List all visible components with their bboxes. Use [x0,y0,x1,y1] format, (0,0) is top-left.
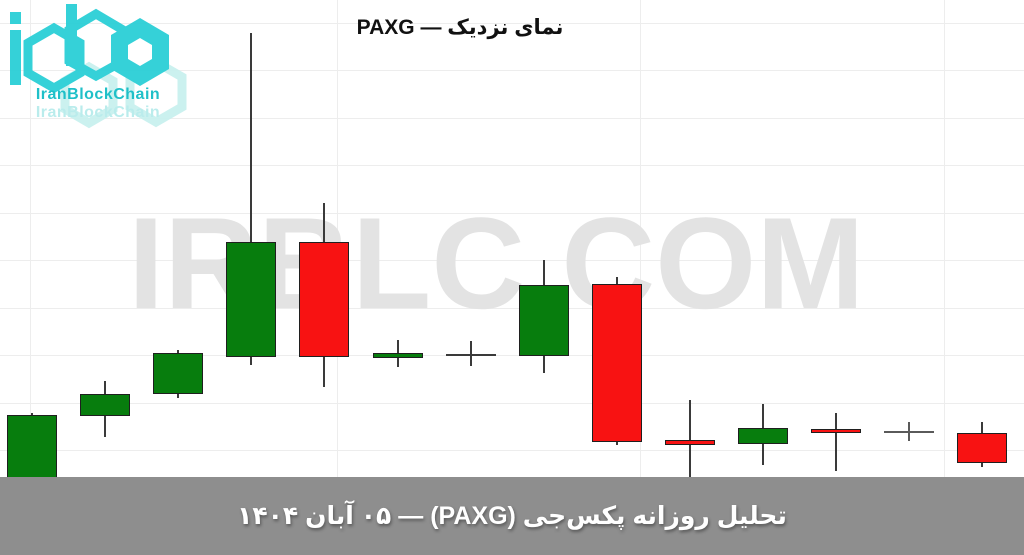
candle-doji [884,431,934,433]
candle-wick [470,341,472,366]
gridline-h [0,308,1024,309]
candle-up [153,353,203,394]
iranblockchain-logo: IranBlockChain IranBlockChain [4,0,189,135]
candle-doji [446,354,496,356]
candle-up [738,428,788,444]
hexagon-logo-icon [10,4,187,129]
candle-down [811,429,861,433]
logo-i-stem-icon [10,30,21,85]
gridline-h [0,165,1024,166]
gridline-h [0,260,1024,261]
candle-down [665,440,715,445]
caption-bar: تحلیل روزانه پکس‌جی (PAXG) — ۰۵ آبان ۱۴۰… [0,477,1024,555]
candle-down [957,433,1007,463]
logo-hexagon-icon [23,22,85,94]
gridline-v [337,0,338,477]
gridline-v [640,0,641,477]
logo-i-dot-icon [10,12,21,24]
candle-wick [835,413,837,471]
candle-wick [250,33,252,365]
gridline-v [30,0,31,477]
brand-name-shadow: IranBlockChain [35,104,161,121]
caption-text: تحلیل روزانه پکس‌جی (PAXG) — ۰۵ آبان ۱۴۰… [237,502,787,530]
candle-up [519,285,569,356]
gridline-h [0,70,1024,71]
gridline-h [0,23,1024,24]
chart-title: نمای نزدیک — PAXG [356,16,564,39]
logo-cube-face-icon [128,38,152,66]
brand-name: IranBlockChain [35,86,161,103]
candle-up [80,394,130,416]
candle-up [226,242,276,357]
gridline-h [0,450,1024,451]
candle-up [7,415,57,480]
gridline-h [0,355,1024,356]
gridline-h [0,118,1024,119]
candle-down [592,284,642,442]
candle-down [299,242,349,357]
gridline-v [944,0,945,477]
gridline-h [0,213,1024,214]
candle-up [373,353,423,358]
gridline-h [0,403,1024,404]
